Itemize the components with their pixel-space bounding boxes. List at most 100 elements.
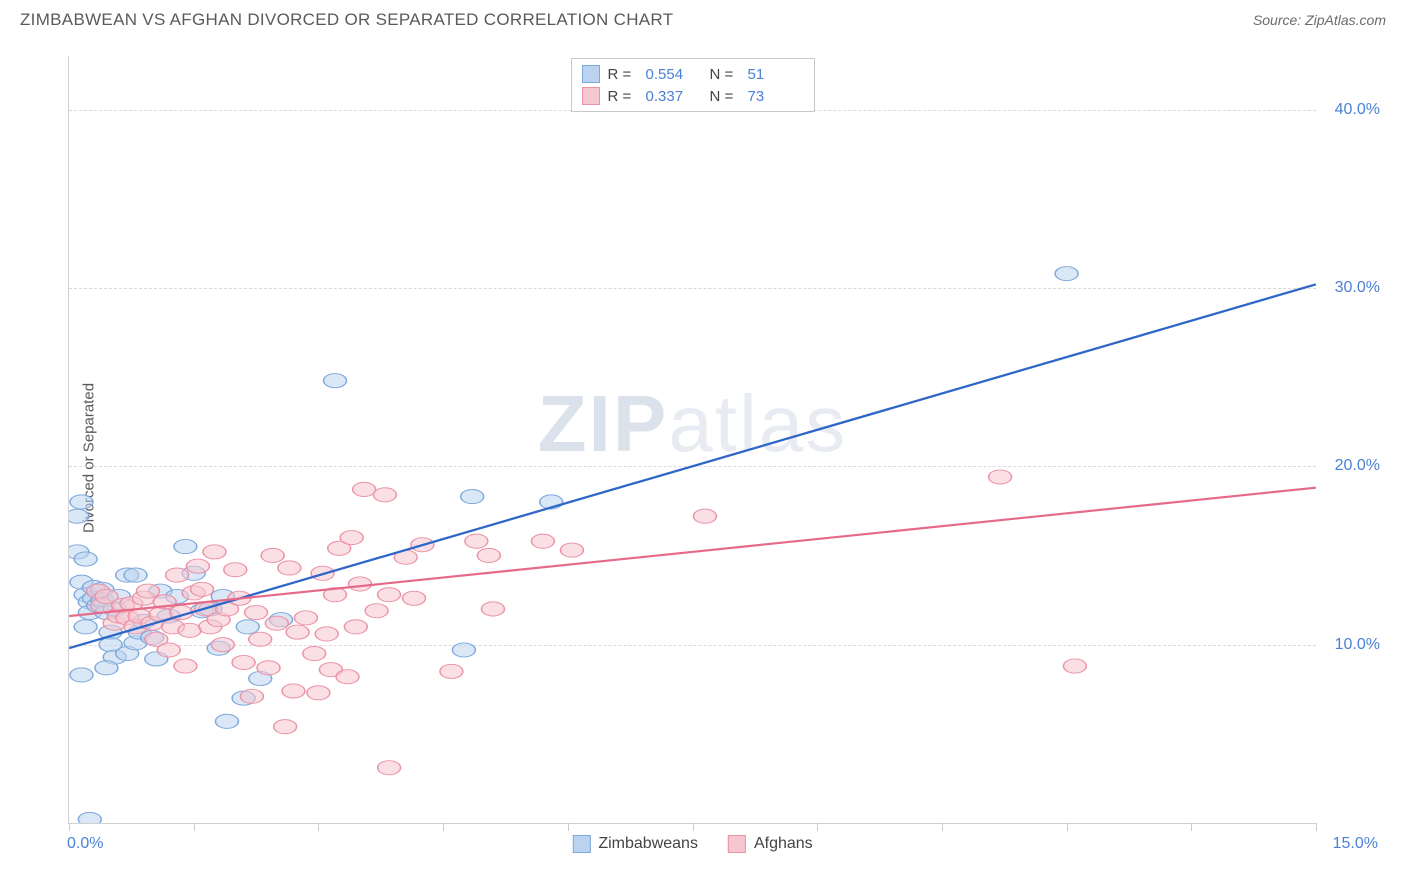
scatter-point — [236, 620, 259, 634]
scatter-point — [124, 568, 147, 582]
scatter-point — [203, 545, 226, 559]
stat-r-1: 0.337 — [646, 88, 702, 105]
chart-title: ZIMBABWEAN VS AFGHAN DIVORCED OR SEPARAT… — [20, 10, 673, 30]
scatter-point — [560, 543, 583, 557]
plot-area: ZIPatlas R = 0.554 N = 51 R = 0.337 N = … — [68, 56, 1316, 824]
scatter-point — [336, 670, 359, 684]
scatter-point — [465, 534, 488, 548]
scatter-point — [178, 623, 201, 637]
legend-swatch-0 — [582, 65, 600, 83]
legend-swatch-1 — [582, 87, 600, 105]
scatter-point — [265, 616, 288, 630]
legend-stats-row-0: R = 0.554 N = 51 — [582, 63, 804, 85]
x-tick-label: 0.0% — [67, 835, 103, 853]
scatter-point — [348, 577, 371, 591]
scatter-point — [257, 661, 280, 675]
scatter-point — [174, 539, 197, 553]
legend-stats: R = 0.554 N = 51 R = 0.337 N = 73 — [571, 58, 815, 112]
stat-label-r: R = — [608, 88, 638, 105]
stat-label-r: R = — [608, 66, 638, 83]
scatter-point — [240, 689, 263, 703]
scatter-svg — [69, 56, 1316, 823]
scatter-point — [70, 668, 93, 682]
scatter-point — [307, 686, 330, 700]
scatter-point — [344, 620, 367, 634]
scatter-point — [531, 534, 554, 548]
scatter-point — [70, 495, 93, 509]
scatter-point — [373, 488, 396, 502]
scatter-point — [274, 720, 297, 734]
legend-bottom-label-1: Afghans — [754, 835, 813, 853]
chart-header: ZIMBABWEAN VS AFGHAN DIVORCED OR SEPARAT… — [0, 0, 1406, 36]
scatter-point — [137, 584, 160, 598]
scatter-point — [191, 582, 214, 596]
legend-item-1: Afghans — [728, 835, 813, 853]
scatter-point — [365, 604, 388, 618]
scatter-point — [989, 470, 1012, 484]
x-tick-label: 15.0% — [1333, 835, 1378, 853]
scatter-point — [249, 632, 272, 646]
scatter-point — [174, 659, 197, 673]
x-tick — [942, 823, 943, 831]
x-tick — [1067, 823, 1068, 831]
scatter-point — [378, 761, 401, 775]
stat-label-n: N = — [710, 66, 740, 83]
scatter-point — [286, 625, 309, 639]
stat-n-0: 51 — [748, 66, 804, 83]
y-tick-label: 40.0% — [1335, 101, 1380, 119]
scatter-point — [324, 374, 347, 388]
legend-bottom-swatch-0 — [572, 835, 590, 853]
chart-container: Divorced or Separated ZIPatlas R = 0.554… — [20, 44, 1386, 872]
stat-label-n: N = — [710, 88, 740, 105]
scatter-point — [403, 591, 426, 605]
x-tick — [693, 823, 694, 831]
scatter-point — [95, 661, 118, 675]
x-tick — [194, 823, 195, 831]
scatter-point — [452, 643, 475, 657]
y-tick-label: 10.0% — [1335, 636, 1380, 654]
scatter-point — [461, 490, 484, 504]
scatter-point — [303, 646, 326, 660]
scatter-point — [245, 605, 268, 619]
scatter-point — [294, 611, 317, 625]
scatter-point — [69, 509, 89, 523]
scatter-point — [1063, 659, 1086, 673]
stat-n-1: 73 — [748, 88, 804, 105]
legend-bottom-label-0: Zimbabweans — [598, 835, 698, 853]
legend-bottom-swatch-1 — [728, 835, 746, 853]
scatter-point — [477, 548, 500, 562]
scatter-point — [232, 655, 255, 669]
scatter-point — [74, 552, 97, 566]
scatter-point — [224, 563, 247, 577]
scatter-point — [482, 602, 505, 616]
trend-line — [69, 488, 1316, 616]
x-tick — [1191, 823, 1192, 831]
scatter-point — [315, 627, 338, 641]
scatter-point — [215, 714, 238, 728]
scatter-point — [211, 638, 234, 652]
x-tick — [318, 823, 319, 831]
legend-item-0: Zimbabweans — [572, 835, 698, 853]
scatter-point — [340, 531, 363, 545]
x-tick — [817, 823, 818, 831]
scatter-point — [261, 548, 284, 562]
stat-r-0: 0.554 — [646, 66, 702, 83]
scatter-point — [278, 561, 301, 575]
x-tick — [568, 823, 569, 831]
scatter-point — [157, 643, 180, 657]
scatter-point — [282, 684, 305, 698]
scatter-point — [166, 568, 189, 582]
x-tick — [1316, 823, 1317, 831]
source-label: Source: ZipAtlas.com — [1253, 12, 1386, 28]
scatter-point — [74, 620, 97, 634]
legend-stats-row-1: R = 0.337 N = 73 — [582, 85, 804, 107]
scatter-point — [1055, 267, 1078, 281]
scatter-point — [186, 559, 209, 573]
y-tick-label: 20.0% — [1335, 457, 1380, 475]
scatter-point — [78, 812, 101, 823]
y-tick-label: 30.0% — [1335, 279, 1380, 297]
scatter-point — [353, 482, 376, 496]
x-tick — [69, 823, 70, 831]
scatter-point — [440, 664, 463, 678]
legend-series: Zimbabweans Afghans — [572, 835, 812, 853]
